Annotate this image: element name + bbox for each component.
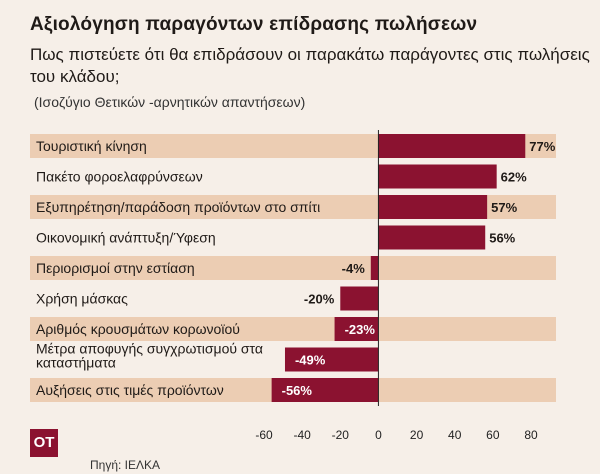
x-tick-label: 20 <box>410 428 424 442</box>
chart-note: (Ισοζύγιο Θετικών -αρνητικών απαντήσεων) <box>34 94 306 110</box>
x-tick-label: -20 <box>332 428 350 442</box>
value-label: 77% <box>529 139 555 154</box>
bar <box>378 134 526 158</box>
bar <box>378 225 486 250</box>
x-tick-label: 80 <box>524 428 538 442</box>
category-label: Εξυπηρέτηση/παράδοση προϊόντων στο σπίτι <box>36 199 320 215</box>
category-label: Χρήση μάσκας <box>36 291 128 307</box>
category-label: Τουριστική κίνηση <box>36 138 147 154</box>
category-label: Αυξήσεις στις τιμές προϊόντων <box>36 382 224 398</box>
category-label: Αριθμός κρουσμάτων κορωνοϊού <box>36 321 240 337</box>
row-band <box>30 256 556 280</box>
category-label: Πακέτο φοροελαφρύνσεων <box>36 169 203 185</box>
source-note: Πηγή: ΙΕΛΚΑ <box>90 458 161 472</box>
category-label: Μέτρα αποφυγής συγχρωτισμού στα καταστήμα… <box>36 341 263 371</box>
value-label: -4% <box>342 261 366 276</box>
bar <box>334 317 379 341</box>
bar <box>271 378 379 402</box>
bar <box>370 256 379 280</box>
chart-title: Αξιολόγηση παραγόντων επίδρασης πωλήσεων <box>30 14 478 35</box>
x-tick-label: -40 <box>293 428 311 442</box>
value-label: 56% <box>489 231 515 246</box>
x-tick-label: -60 <box>255 428 273 442</box>
bar <box>340 286 379 311</box>
bar <box>284 347 379 372</box>
x-tick-label: 60 <box>486 428 500 442</box>
value-label: -49% <box>295 353 326 368</box>
row-band <box>30 317 556 341</box>
bar <box>378 164 497 189</box>
value-label: -23% <box>345 322 376 337</box>
x-tick-label: 40 <box>448 428 462 442</box>
publisher-logo: ΟΤ <box>30 429 58 457</box>
value-label: -20% <box>304 292 335 307</box>
x-tick-label: 0 <box>375 428 382 442</box>
bar <box>378 195 488 219</box>
category-label: Περιορισμοί στην εστίαση <box>36 260 195 276</box>
value-label: -56% <box>282 383 313 398</box>
category-label: Οικονομική ανάπτυξη/Ύφεση <box>36 230 216 246</box>
value-label: 62% <box>501 170 527 185</box>
chart-subtitle: Πως πιστεύετε ότι θα επιδράσουν οι παρακ… <box>30 45 590 86</box>
value-label: 57% <box>491 200 517 215</box>
